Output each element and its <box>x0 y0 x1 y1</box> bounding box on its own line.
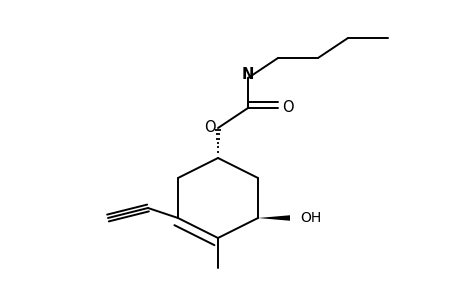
Text: O: O <box>281 100 293 116</box>
Text: N: N <box>241 67 254 82</box>
Polygon shape <box>257 215 289 221</box>
Text: OH: OH <box>299 211 320 225</box>
Text: O: O <box>204 121 215 136</box>
